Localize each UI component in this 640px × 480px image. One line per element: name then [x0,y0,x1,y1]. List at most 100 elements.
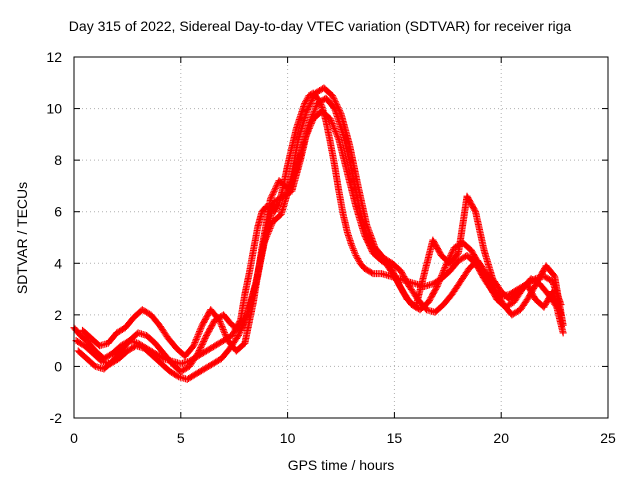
data-point-fill [161,351,175,367]
data-point-fill [153,350,166,362]
data-point-fill [340,132,355,173]
data-point-fill [352,204,368,237]
data-point-fill [165,335,179,351]
data-point-fill [122,315,137,330]
data-point-fill [116,348,130,362]
x-tick-label: 20 [493,430,509,446]
y-tick-label: -2 [50,410,63,426]
data-point-fill [348,243,359,258]
data-point-fill [204,343,218,354]
data-point-fill [517,294,532,312]
data-point-fill [331,163,343,193]
data-point-fill [302,93,312,106]
data-point [267,195,275,203]
data-point-fill [159,361,173,374]
x-axis-label: GPS time / hours [287,457,395,473]
data-point [442,262,450,270]
data-point-fill [441,292,455,307]
data-point-fill [74,338,87,349]
data-point [194,350,202,358]
data-point-fill [329,93,344,116]
data-point-fill [327,117,342,142]
data-point-fill [412,271,428,309]
data-point-fill [322,119,334,144]
data-point-fill [306,90,316,99]
y-tick-label: 2 [54,307,62,323]
data-point-fill [529,276,542,287]
data-point-fill [344,171,359,209]
data-marks [70,84,567,383]
data-point-fill [234,340,248,354]
series-1 [70,89,565,368]
data-point [360,231,368,239]
y-tick-label: 6 [54,204,62,220]
data-point-fill [142,346,156,359]
data-point-fill [370,250,384,264]
data-point-fill [288,127,300,150]
data-point-fill [250,245,266,304]
data-point-fill [425,284,440,305]
tick-labels: 0 5 10 15 20 25 -2 0 2 4 6 8 10 12 [46,49,616,446]
data-point-fill [447,250,461,266]
data-point-fill [246,248,257,276]
data-point-fill [295,109,310,142]
data-point-fill [78,333,89,344]
data-point-fill [264,203,273,212]
series-4 [79,107,565,360]
data-point-fill [387,263,402,286]
data-point-fill [543,263,557,279]
data-point-fill [430,238,445,258]
data-point-fill [460,240,474,253]
data-point-fill [503,299,517,310]
y-tick-label: 10 [46,101,62,117]
data-point [476,262,484,270]
data-point-fill [84,356,98,369]
data-point-fill [241,271,253,297]
data-point-fill [105,330,120,346]
data-point-fill [241,300,257,346]
data-point-fill [110,348,124,364]
data-point-fill [156,323,171,341]
data-point-fill [101,358,115,372]
data-point-fill [258,196,274,250]
data-point-fill [216,318,231,343]
data-point [303,107,311,115]
data-point-fill [272,193,286,204]
data-point-fill [82,343,96,356]
data-point-fill [417,299,431,313]
data-point-fill [267,178,282,201]
data-point-fill [185,371,198,382]
data-point-fill [210,356,224,367]
data-point-fill [447,258,461,274]
data-point-fill [344,230,355,248]
data-point-fill [101,350,115,362]
x-tick-label: 10 [280,430,296,446]
data-point-fill [76,348,90,362]
data-point-fill [361,232,376,255]
data-point-fill [537,281,551,297]
data-point-fill [455,194,471,255]
x-tick-label: 5 [177,430,185,446]
data-point-fill [90,351,104,364]
data-point [215,316,223,324]
data-point-fill [524,281,539,302]
x-tick-label: 0 [70,430,78,446]
data-point-fill [485,281,500,302]
data-point [328,92,336,100]
data-point-fill [398,268,413,289]
data-point-fill [335,189,347,217]
data-point-fill [219,346,233,361]
data-point-fill [182,343,196,359]
data-point-fill [421,238,436,276]
data-point-fill [340,212,351,235]
data-point [301,136,309,144]
data-point-fill [319,108,333,122]
data-point-fill [458,266,472,284]
data-point-fill [144,333,158,346]
data-point-fill [449,279,464,297]
data-point-fill [118,338,132,354]
data-point [326,115,334,123]
data-point-fill [71,325,83,338]
data-point-fill [481,248,496,281]
data-point [284,185,292,193]
